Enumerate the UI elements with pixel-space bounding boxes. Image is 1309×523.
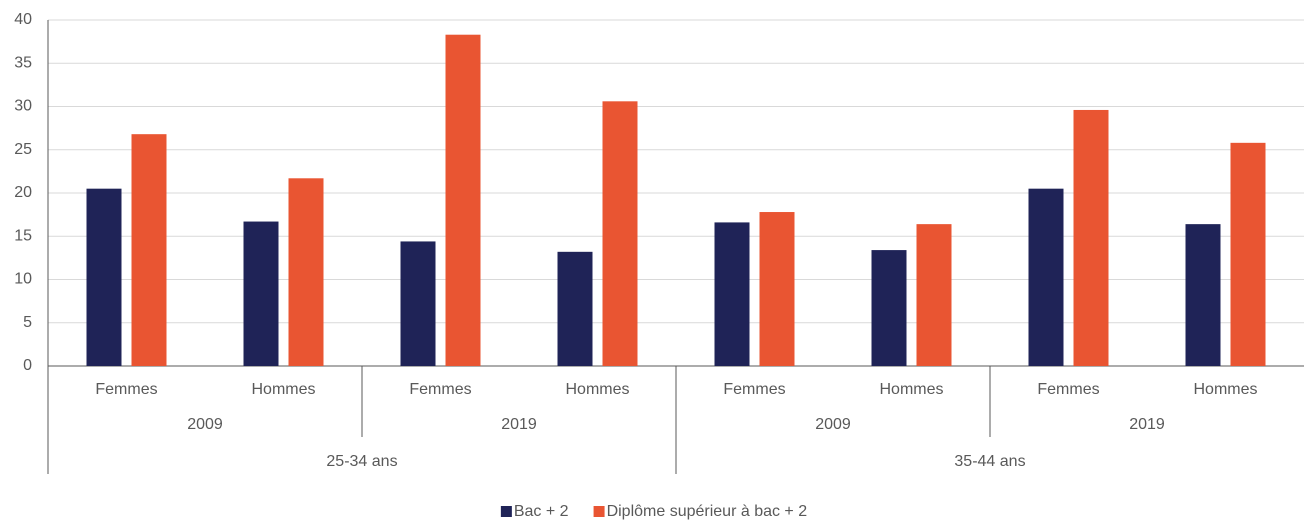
bar [1230,142,1266,366]
x-tick-label: Hommes [251,381,315,398]
y-tick-label: 25 [14,141,32,158]
group-label: 35-44 ans [954,453,1025,470]
x-tick-label: Femmes [95,381,157,398]
bar [714,222,750,366]
group-label: 2019 [501,416,537,433]
x-tick-label: Femmes [723,381,785,398]
group-label: 2019 [1129,416,1165,433]
x-tick-label: Hommes [565,381,629,398]
x-tick-label: Femmes [409,381,471,398]
group-label: 25-34 ans [326,453,397,470]
legend-swatch [500,506,512,517]
y-tick-label: 15 [14,227,32,244]
bar [1073,109,1109,367]
legend-label: Diplôme supérieur à bac + 2 [607,503,808,520]
x-tick-label: Femmes [1037,381,1099,398]
y-tick-label: 30 [14,98,32,115]
x-tick-label: Hommes [1193,381,1257,398]
legend-swatch [593,506,605,517]
bar [602,101,638,366]
x-tick-label: Hommes [879,381,943,398]
group-label: 2009 [187,416,223,433]
bar [400,241,436,366]
bar [131,134,167,366]
legend-label: Bac + 2 [514,503,569,520]
y-tick-label: 10 [14,271,32,288]
bar [288,178,324,366]
y-tick-label: 20 [14,184,32,201]
y-tick-label: 5 [23,314,32,331]
bar [445,34,481,366]
bar [86,188,122,366]
y-tick-label: 0 [23,357,32,374]
bar [759,212,795,366]
bar [916,224,952,366]
bar [871,250,907,366]
bar [557,251,593,366]
y-tick-label: 40 [14,11,32,28]
bar [1028,188,1064,366]
group-label: 2009 [815,416,851,433]
bar [243,221,279,366]
bar [1185,224,1221,366]
y-tick-label: 35 [14,54,32,71]
